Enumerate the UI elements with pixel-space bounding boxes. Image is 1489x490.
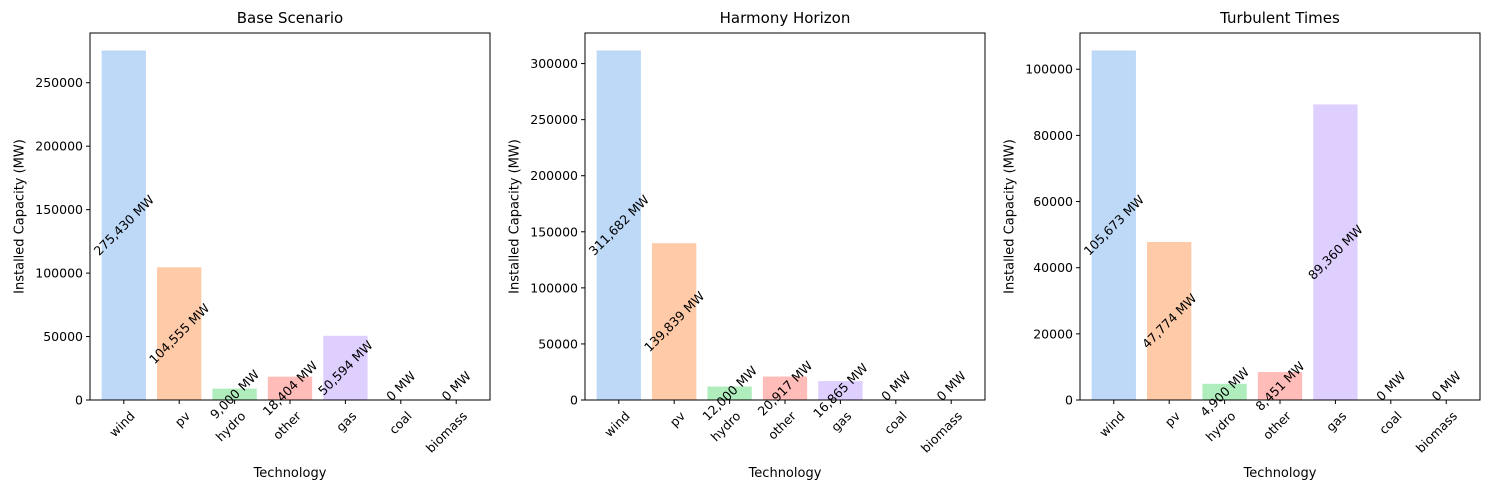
bar-hydro [1202, 383, 1247, 400]
bar-other [762, 376, 808, 400]
x-axis-label: Technology [1243, 466, 1317, 481]
bar-wind [596, 50, 641, 401]
x-tick-label: pv [1162, 408, 1184, 430]
bar-gas [1313, 104, 1358, 401]
y-tick-label: 0 [570, 393, 578, 408]
bar-wind [1091, 50, 1136, 400]
bar-gas [818, 381, 863, 400]
chart-title: Harmony Horizon [720, 9, 851, 27]
x-tick-label: pv [172, 408, 194, 430]
data-label: 0 MW [878, 368, 913, 403]
y-tick-label: 40000 [1033, 260, 1073, 275]
y-tick-label: 50000 [538, 336, 578, 351]
y-axis-label: Installed Capacity (MW) [508, 139, 523, 294]
y-tick-label: 250000 [35, 75, 83, 90]
y-tick-label: 20000 [1033, 326, 1073, 341]
y-tick-label: 60000 [1033, 194, 1073, 209]
bar-pv [157, 267, 202, 400]
y-tick-label: 150000 [530, 224, 578, 239]
y-axis-label: Installed Capacity (MW) [1003, 139, 1018, 294]
y-tick-label: 100000 [1025, 62, 1073, 77]
data-label: 0 MW [1428, 368, 1463, 403]
x-tick-label: coal [386, 408, 415, 437]
y-axis-label: Installed Capacity (MW) [13, 139, 28, 294]
y-tick-label: 0 [1065, 393, 1073, 408]
x-tick-label: coal [1376, 408, 1405, 437]
x-tick-label: other [1260, 408, 1295, 443]
chart-title: Base Scenario [237, 9, 344, 27]
axes-frame [1079, 32, 1481, 401]
x-axis-label: Technology [253, 466, 327, 481]
data-label: 0 MW [438, 368, 473, 403]
bar-gas [323, 335, 368, 400]
bar-pv [652, 243, 697, 400]
bar-wind [101, 50, 146, 400]
x-tick-label: wind [1096, 408, 1128, 440]
bar-hydro [212, 388, 257, 400]
y-tick-label: 80000 [1033, 128, 1073, 143]
x-tick-label: pv [667, 408, 689, 430]
y-tick-label: 150000 [35, 202, 83, 217]
y-tick-label: 0 [75, 393, 83, 408]
y-tick-label: 50000 [43, 329, 83, 344]
y-tick-label: 200000 [35, 139, 83, 154]
y-tick-label: 300000 [530, 56, 578, 71]
y-tick-label: 100000 [530, 280, 578, 295]
y-tick-label: 100000 [35, 266, 83, 281]
x-tick-label: gas [333, 408, 359, 434]
chart-title: Turbulent Times [1219, 9, 1340, 27]
x-tick-label: gas [1323, 408, 1349, 434]
x-tick-label: biomass [1413, 408, 1460, 455]
x-tick-label: wind [601, 408, 633, 440]
x-tick-label: biomass [918, 408, 965, 455]
y-tick-label: 250000 [530, 112, 578, 127]
bar-other [1257, 372, 1303, 400]
data-label: 0 MW [383, 368, 418, 403]
bar-other [267, 376, 313, 400]
x-axis-label: Technology [748, 466, 822, 481]
data-label: 0 MW [933, 368, 968, 403]
bar-pv [1147, 241, 1192, 400]
y-tick-label: 200000 [530, 168, 578, 183]
x-tick-label: biomass [423, 408, 470, 455]
x-tick-label: gas [828, 408, 854, 434]
x-tick-label: wind [106, 408, 138, 440]
bar-hydro [707, 386, 752, 400]
x-tick-label: coal [881, 408, 910, 437]
axes-frame [89, 32, 491, 401]
data-label: 0 MW [1373, 368, 1408, 403]
